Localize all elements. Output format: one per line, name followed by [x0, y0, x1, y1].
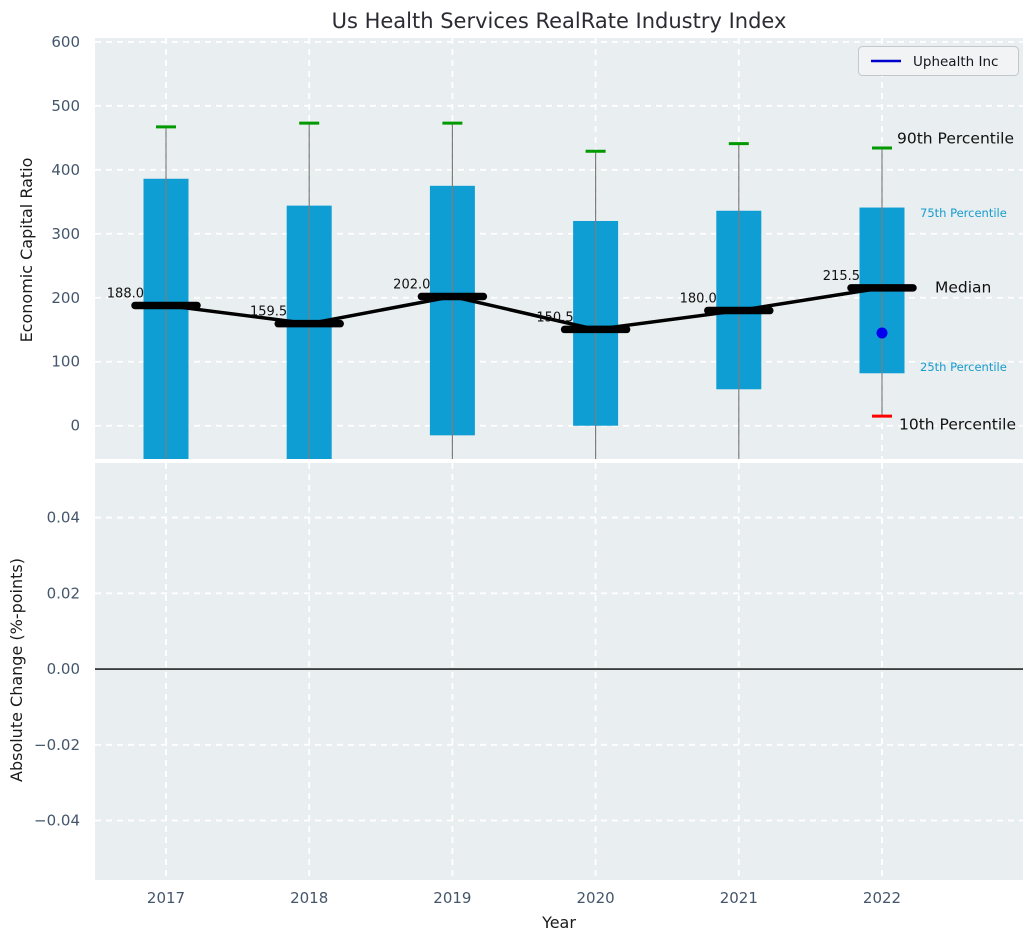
- median-value-label: 180.0: [680, 292, 717, 307]
- x-tick-label-2021: 2021: [720, 889, 758, 907]
- annotation-median: Median: [935, 278, 991, 296]
- top-y-tick-label: 400: [51, 161, 80, 179]
- top-y-tick-label: 200: [51, 289, 80, 307]
- median-value-label: 188.0: [107, 286, 144, 301]
- median-value-label: 159.5: [250, 305, 287, 320]
- bottom-y-axis-label: Absolute Change (%-points): [7, 558, 26, 782]
- bottom-y-tick-label: 0.04: [47, 509, 80, 527]
- top-y-tick-label: 300: [51, 225, 80, 243]
- chart-title: Us Health Services RealRate Industry Ind…: [332, 9, 787, 33]
- x-tick-label-2019: 2019: [433, 889, 471, 907]
- top-y-tick-label: 500: [51, 97, 80, 115]
- annotation-25th-percentile: 25th Percentile: [920, 360, 1007, 374]
- median-value-label: 150.5: [536, 310, 573, 325]
- percentile-boxes: [143, 121, 905, 459]
- bottom-y-tick-labels: 0.04 0.02 0.00 −0.02 −0.04: [34, 509, 80, 830]
- bottom-y-tick-label: −0.02: [34, 736, 80, 754]
- legend-label: Uphealth Inc: [913, 54, 998, 70]
- top-y-tick-label: 0: [70, 417, 80, 435]
- median-value-label: 215.5: [823, 269, 860, 284]
- percentile-annotations: 90th Percentile 75th Percentile Median 25th…: [897, 130, 1016, 434]
- annotation-75th-percentile: 75th Percentile: [920, 206, 1007, 220]
- x-tick-label-2020: 2020: [577, 889, 615, 907]
- x-tick-label-2022: 2022: [863, 889, 901, 907]
- x-tick-label-2017: 2017: [147, 889, 185, 907]
- annotation-10th-percentile: 10th Percentile: [899, 416, 1016, 434]
- top-y-tick-labels: 0 100 200 300 400 500 600: [51, 33, 80, 435]
- x-tick-labels: 2017 2018 2019 2020 2021 2022: [147, 889, 901, 907]
- top-y-tick-label: 600: [51, 33, 80, 51]
- annotation-90th-percentile: 90th Percentile: [897, 130, 1014, 148]
- x-axis-label: Year: [541, 913, 576, 932]
- bottom-gridlines: [95, 463, 1023, 880]
- median-layer: 188.0 159.5 202.0 150.5 180.0 215.5: [107, 269, 917, 339]
- legend: Uphealth Inc: [858, 46, 1019, 76]
- x-tick-label-2018: 2018: [290, 889, 328, 907]
- bottom-y-tick-label: −0.04: [34, 812, 80, 830]
- company-point: [876, 327, 888, 339]
- bottom-plot-area: [95, 463, 1023, 880]
- top-y-axis-label: Economic Capital Ratio: [17, 158, 36, 343]
- bottom-y-tick-label: 0.00: [47, 660, 80, 678]
- legend-box: [858, 46, 1019, 76]
- median-value-label: 202.0: [393, 277, 430, 292]
- top-y-tick-label: 100: [51, 353, 80, 371]
- bottom-y-tick-label: 0.02: [47, 584, 80, 602]
